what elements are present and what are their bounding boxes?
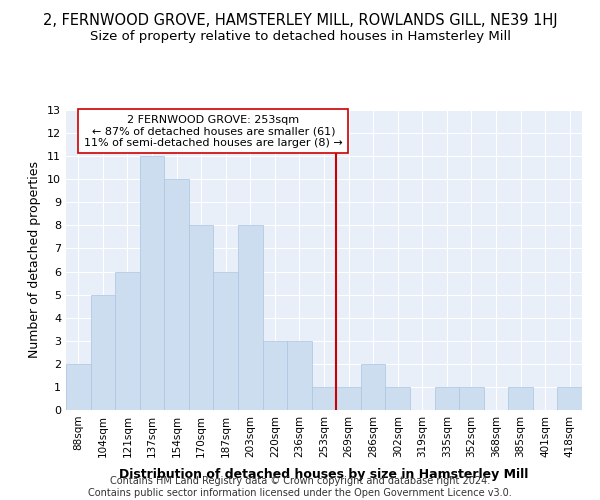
Bar [287,341,312,410]
Bar [115,272,140,410]
Bar [214,272,238,410]
Text: Size of property relative to detached houses in Hamsterley Mill: Size of property relative to detached ho… [89,30,511,43]
Bar [66,364,91,410]
Bar [189,226,214,410]
Y-axis label: Number of detached properties: Number of detached properties [28,162,41,358]
Bar [434,387,459,410]
Bar [238,226,263,410]
Bar [140,156,164,410]
Text: 2, FERNWOOD GROVE, HAMSTERLEY MILL, ROWLANDS GILL, NE39 1HJ: 2, FERNWOOD GROVE, HAMSTERLEY MILL, ROWL… [43,12,557,28]
Text: 2 FERNWOOD GROVE: 253sqm
← 87% of detached houses are smaller (61)
11% of semi-d: 2 FERNWOOD GROVE: 253sqm ← 87% of detach… [84,114,343,148]
Bar [557,387,582,410]
Bar [91,294,115,410]
Text: Contains HM Land Registry data © Crown copyright and database right 2024.
Contai: Contains HM Land Registry data © Crown c… [88,476,512,498]
Bar [312,387,336,410]
X-axis label: Distribution of detached houses by size in Hamsterley Mill: Distribution of detached houses by size … [119,468,529,481]
Bar [164,179,189,410]
Bar [361,364,385,410]
Bar [459,387,484,410]
Bar [385,387,410,410]
Bar [508,387,533,410]
Bar [263,341,287,410]
Bar [336,387,361,410]
